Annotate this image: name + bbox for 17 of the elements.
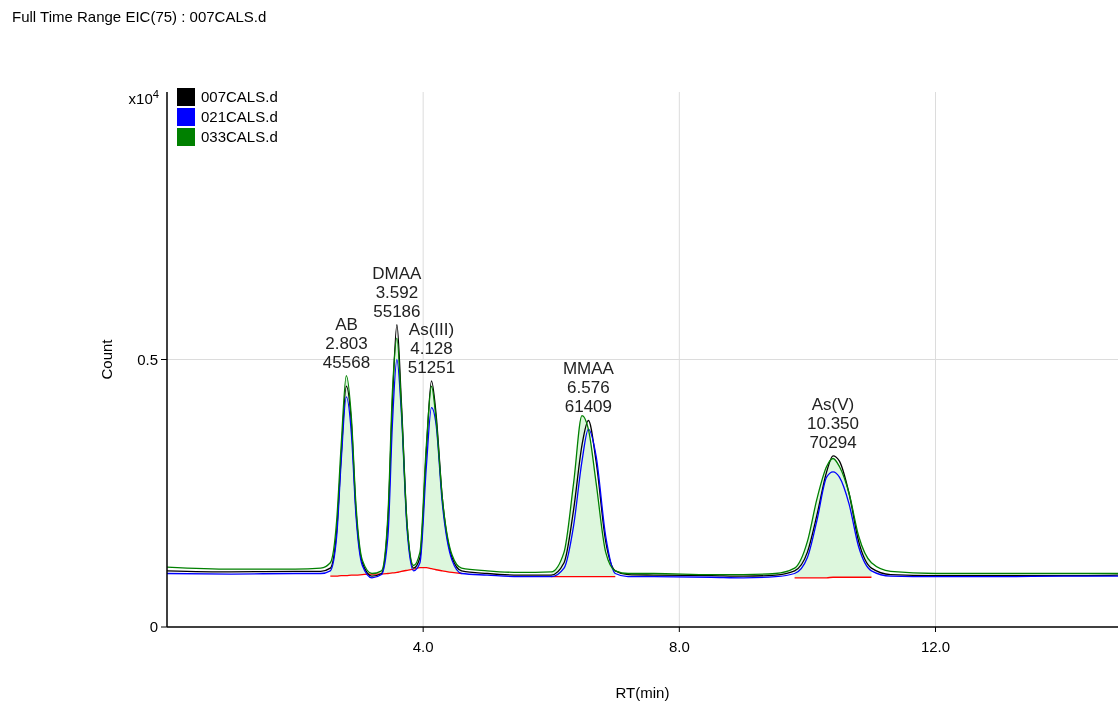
annotation: DMAA 3.592 55186 xyxy=(372,263,423,321)
x-tick-label: 4.0 xyxy=(412,638,434,655)
annotation: As(III) 4.128 51251 xyxy=(407,319,456,377)
annotation: As(V) 10.350 70294 xyxy=(807,394,860,452)
annotation: MMAA 6.576 61409 xyxy=(562,359,615,417)
legend-label: 021CALS.d xyxy=(201,108,278,126)
x-tick-label: 8.0 xyxy=(668,638,690,655)
chart-title: Full Time Range EIC(75) : 007CALS.d xyxy=(12,8,267,25)
legend-label: 007CALS.d xyxy=(201,88,278,106)
x-axis-title: RT(min) xyxy=(615,684,670,701)
annotation: AB 2.803 45568 xyxy=(322,314,371,372)
y-axis-title: Count xyxy=(98,338,115,380)
x-tick-label: 12.0 xyxy=(920,638,951,655)
text: x10$^{4}$ xyxy=(128,88,159,107)
y-tick-label: 0 xyxy=(149,618,158,636)
y-tick-label: 0.5 xyxy=(137,350,158,368)
legend-label: 033CALS.d xyxy=(201,128,278,146)
